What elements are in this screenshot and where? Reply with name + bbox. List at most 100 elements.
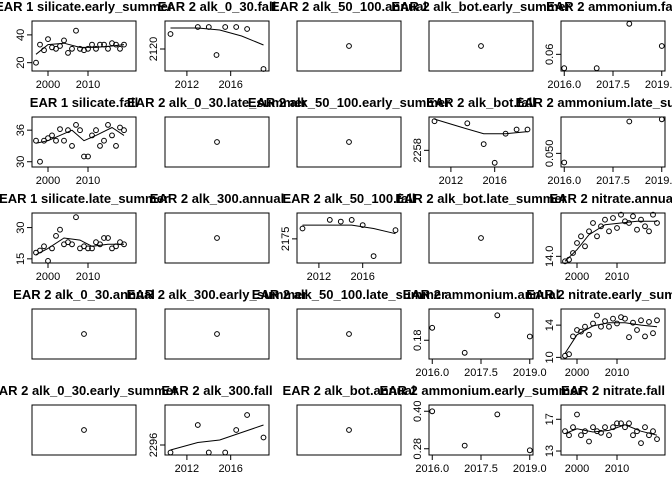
panel-title: EAR 2 ammonium.fall: [546, 0, 672, 14]
x-tick-label: 2019.0: [645, 79, 672, 91]
data-point: [594, 312, 600, 319]
data-point: [370, 253, 377, 260]
panel: EAR 2 alk_0_30.fall 2012 2016 2120: [148, 0, 276, 91]
data-point: [630, 319, 636, 326]
data-point: [561, 65, 568, 72]
data-point: [642, 223, 648, 230]
data-point: [57, 43, 63, 49]
panel-frame: [560, 404, 666, 456]
data-point: [299, 225, 306, 232]
data-point: [81, 427, 87, 433]
panel: EAR 2 ammonium.fall 2016.0 2017.5 2019.0 0.0…: [544, 0, 672, 91]
panel-frame: [560, 308, 666, 360]
x-tick-label: 2010: [76, 79, 100, 91]
data-point: [494, 312, 501, 319]
x-tick-label: 2010: [605, 367, 629, 379]
data-point: [121, 127, 127, 134]
x-tick-label: 2017.5: [596, 79, 630, 91]
data-point: [650, 428, 656, 435]
panel-title: EAR 2 alk_50_100.early_summer: [248, 95, 450, 110]
x-tick-label: 2010: [605, 463, 629, 475]
data-point: [65, 50, 71, 56]
panel-title: EAR 2 alk_0_30.fall: [158, 0, 277, 14]
data-point: [586, 331, 592, 338]
data-point: [570, 424, 576, 431]
panel-frame: [31, 212, 137, 264]
trend-line: [564, 322, 658, 354]
data-point: [630, 213, 636, 220]
data-point: [646, 432, 652, 439]
panel-title: EAR 2 ammonium.late_summer: [515, 95, 672, 110]
data-point: [618, 420, 624, 427]
panel-title: EAR 2 alk_bot.late_summer: [395, 191, 566, 206]
panel-frame: [296, 404, 402, 456]
y-tick-label: 40: [15, 29, 27, 41]
data-point: [97, 41, 103, 48]
data-point: [33, 59, 39, 66]
data-point: [638, 317, 644, 324]
panel-frame: [296, 212, 402, 264]
data-point: [582, 243, 588, 250]
data-point: [626, 334, 632, 341]
data-point: [491, 159, 498, 166]
panel-frame: [164, 212, 270, 264]
data-point: [101, 41, 107, 48]
data-point: [594, 233, 600, 240]
data-point: [578, 432, 584, 439]
data-point: [93, 45, 99, 52]
data-point: [81, 153, 87, 160]
data-point: [606, 323, 612, 330]
data-point: [53, 233, 59, 239]
data-point: [85, 153, 91, 160]
data-point: [586, 228, 592, 235]
data-point: [614, 225, 620, 231]
y-tick-label: 0.050: [544, 140, 556, 168]
panel: EAR 2 nitrate.fall 2000 2010 13 17: [544, 383, 666, 475]
panel-title: EAR 2 alk_0_30.annual: [13, 287, 155, 302]
data-point: [566, 351, 572, 358]
data-point: [598, 223, 604, 230]
panel-title: EAR 2 alk_bot.fall: [426, 95, 536, 110]
panel-title: EAR 2 alk_bot.annual: [283, 383, 416, 398]
data-point: [614, 320, 620, 327]
trend-line: [170, 27, 264, 46]
data-point: [93, 127, 99, 134]
panel-frame: [164, 116, 270, 168]
data-point: [109, 132, 115, 139]
panel-frame: [31, 116, 137, 168]
data-point: [634, 428, 640, 435]
panel-frame: [428, 20, 534, 72]
panel-title: EAR 2 ammonium.annual: [403, 287, 560, 302]
panel-frame: [428, 116, 534, 168]
data-point: [582, 323, 588, 330]
data-point: [610, 215, 616, 221]
panel-frame: [31, 308, 137, 360]
data-point: [602, 318, 608, 325]
data-point: [53, 137, 59, 144]
data-point: [73, 27, 79, 34]
x-tick-label: 2016: [218, 463, 242, 475]
data-point: [41, 137, 47, 144]
data-point: [494, 411, 501, 418]
data-point: [117, 124, 123, 131]
data-point: [618, 211, 624, 218]
data-point: [85, 245, 91, 252]
data-point: [654, 436, 660, 443]
data-point: [337, 218, 344, 225]
x-tick-label: 2016.0: [547, 79, 581, 91]
panel: EAR 1 silicate.early_summer 2000 2010 20 40: [0, 0, 173, 91]
x-tick-label: 2010: [76, 271, 100, 283]
y-tick-label: 30: [15, 156, 27, 168]
panel: EAR 2 ammonium.annual 2016.0 2017.5 2019.0 0…: [403, 287, 560, 379]
data-point: [646, 228, 652, 235]
panel-title: EAR 2 nitrate.fall: [561, 383, 665, 398]
x-tick-label: 2016.0: [415, 367, 449, 379]
data-point: [37, 158, 43, 165]
data-point: [578, 233, 584, 240]
data-point: [566, 256, 572, 263]
x-tick-label: 2012: [439, 175, 463, 187]
panel-frame: [296, 308, 402, 360]
data-point: [348, 217, 355, 223]
data-point: [626, 118, 633, 125]
